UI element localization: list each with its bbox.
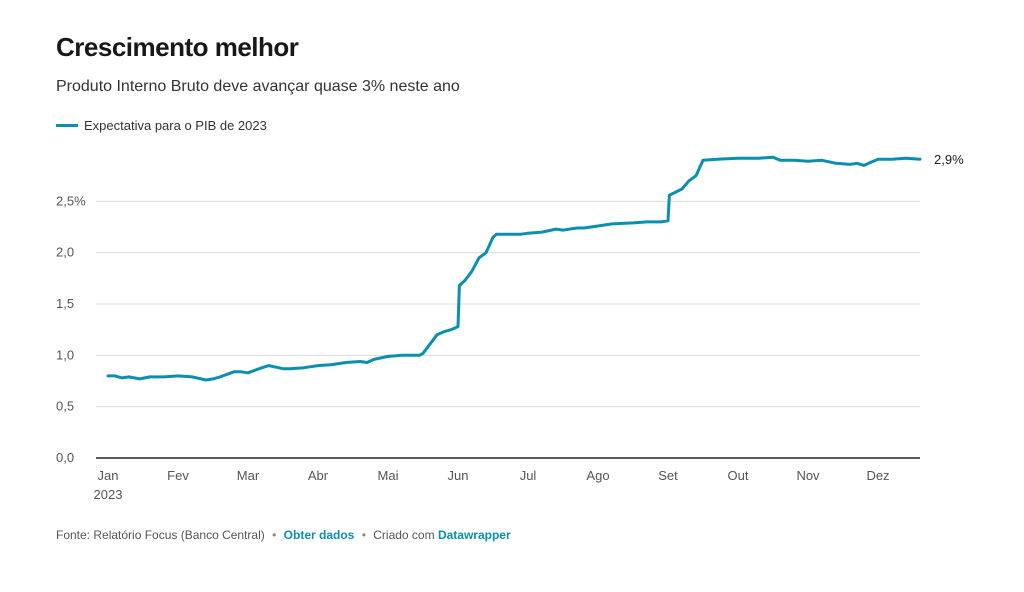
x-year-label: 2023 [94, 487, 123, 502]
x-tick-label: Dez [866, 468, 889, 483]
datawrapper-link[interactable]: Datawrapper [437, 528, 511, 542]
footer: Fonte: Relatório Focus (Banco Central) •… [56, 528, 511, 542]
footer-separator: • [272, 528, 277, 542]
x-tick-label: Set [658, 468, 678, 483]
y-tick-label: 1,5 [56, 296, 74, 311]
x-tick-label: Jun [448, 468, 469, 483]
y-tick-label: 2,0 [56, 245, 74, 260]
x-tick-label: Ago [586, 468, 609, 483]
x-tick-label: Fev [167, 468, 189, 483]
x-tick-label: Nov [796, 468, 820, 483]
created-with-text: Criado com [373, 528, 435, 542]
legend-label: Expectativa para o PIB de 2023 [84, 118, 267, 133]
x-tick-label: Abr [308, 468, 329, 483]
x-tick-label: Mar [237, 468, 260, 483]
footer-separator: • [361, 528, 366, 542]
y-tick-label: 0,0 [56, 450, 74, 465]
chart-subtitle: Produto Interno Bruto deve avançar quase… [56, 78, 460, 95]
end-value-label: 2,9% [934, 152, 964, 167]
legend: Expectativa para o PIB de 2023 [56, 118, 267, 133]
get-data-link[interactable]: Obter dados [283, 528, 355, 542]
legend-swatch [56, 124, 78, 127]
x-tick-label: Jan [98, 468, 119, 483]
chart-title: Crescimento melhor [56, 32, 299, 62]
y-tick-label: 1,0 [56, 347, 74, 362]
y-tick-label: 2,5% [56, 193, 86, 208]
source-text: Fonte: Relatório Focus (Banco Central) [56, 528, 265, 542]
y-tick-label: 0,5 [56, 399, 74, 414]
x-tick-label: Jul [520, 468, 537, 483]
series-line [106, 155, 922, 382]
x-tick-label: Out [728, 468, 749, 483]
x-tick-label: Mai [378, 468, 399, 483]
